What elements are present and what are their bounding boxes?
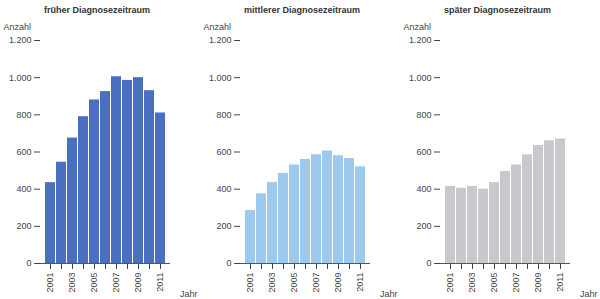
svg-text:1.000: 1.000 bbox=[9, 73, 32, 83]
svg-text:800: 800 bbox=[216, 110, 231, 120]
svg-text:2009: 2009 bbox=[533, 273, 543, 293]
svg-text:2003: 2003 bbox=[67, 273, 77, 293]
svg-text:Anzahl: Anzahl bbox=[404, 22, 432, 32]
svg-text:600: 600 bbox=[16, 147, 31, 157]
svg-text:1.200: 1.200 bbox=[9, 35, 32, 45]
svg-text:2003: 2003 bbox=[467, 273, 477, 293]
svg-text:2001: 2001 bbox=[245, 273, 255, 293]
svg-text:200: 200 bbox=[16, 221, 31, 231]
svg-text:Anzahl: Anzahl bbox=[4, 22, 32, 32]
svg-text:1.000: 1.000 bbox=[209, 73, 232, 83]
svg-text:0: 0 bbox=[26, 258, 31, 268]
svg-text:200: 200 bbox=[216, 221, 231, 231]
html-text:früher Diagnosezeitraum: früher Diagnosezeitraum bbox=[44, 5, 150, 15]
svg-text:2007: 2007 bbox=[111, 273, 121, 293]
svg-text:Anzahl: Anzahl bbox=[204, 22, 232, 32]
svg-text:400: 400 bbox=[216, 184, 231, 194]
svg-text:400: 400 bbox=[16, 184, 31, 194]
svg-text:2007: 2007 bbox=[511, 273, 521, 293]
svg-text:Jahr: Jahr bbox=[580, 289, 598, 299]
svg-text:2009: 2009 bbox=[333, 273, 343, 293]
svg-text:1.200: 1.200 bbox=[409, 35, 432, 45]
svg-text:600: 600 bbox=[416, 147, 431, 157]
svg-text:2005: 2005 bbox=[489, 273, 499, 293]
svg-text:2003: 2003 bbox=[267, 273, 277, 293]
svg-text:1.200: 1.200 bbox=[209, 35, 232, 45]
svg-text:2011: 2011 bbox=[555, 273, 565, 292]
svg-text:800: 800 bbox=[416, 110, 431, 120]
svg-text:1.000: 1.000 bbox=[409, 73, 432, 83]
svg-text:2005: 2005 bbox=[89, 273, 99, 293]
html-text:später Diagnosezeitraum: später Diagnosezeitraum bbox=[444, 5, 551, 15]
svg-text:Jahr: Jahr bbox=[380, 289, 398, 299]
svg-text:2005: 2005 bbox=[289, 273, 299, 293]
svg-text:800: 800 bbox=[16, 110, 31, 120]
svg-text:600: 600 bbox=[216, 147, 231, 157]
svg-text:0: 0 bbox=[226, 258, 231, 268]
svg-text:Jahr: Jahr bbox=[180, 289, 198, 299]
svg-text:2007: 2007 bbox=[311, 273, 321, 293]
svg-text:2011: 2011 bbox=[155, 273, 165, 292]
svg-text:400: 400 bbox=[416, 184, 431, 194]
svg-text:2001: 2001 bbox=[445, 273, 455, 293]
svg-text:0: 0 bbox=[426, 258, 431, 268]
svg-text:2011: 2011 bbox=[355, 273, 365, 292]
svg-text:200: 200 bbox=[416, 221, 431, 231]
html-text:mittlerer Diagnosezeitraum: mittlerer Diagnosezeitraum bbox=[244, 5, 360, 15]
svg-text:2001: 2001 bbox=[45, 273, 55, 293]
svg-text:2009: 2009 bbox=[133, 273, 143, 293]
